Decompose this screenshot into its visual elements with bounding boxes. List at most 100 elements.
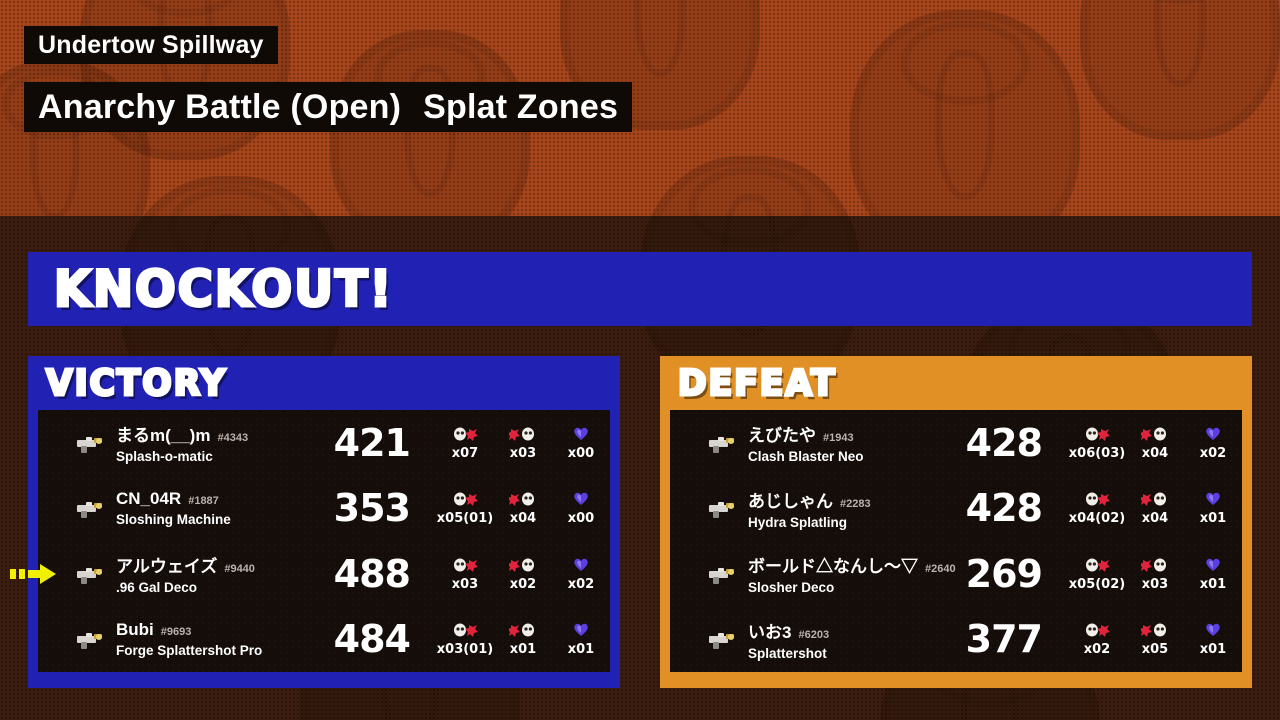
- player-tag: #2283: [840, 497, 871, 510]
- special-weapon-icon: [1204, 556, 1222, 574]
- stat-specials: x01: [552, 621, 610, 657]
- player-name: ボールド△なんし〜▽: [748, 557, 918, 577]
- player-stats: x02 x05 x01: [1068, 621, 1242, 657]
- death-skull-icon: [1141, 425, 1169, 443]
- player-score: 428: [965, 420, 1043, 465]
- splattershot-icon: [704, 625, 740, 653]
- deaths-value: x04: [1141, 445, 1169, 461]
- specials-value: x01: [1199, 642, 1227, 658]
- player-tag: #4343: [217, 432, 249, 445]
- player-tag: #1887: [188, 495, 219, 508]
- specials-value: x00: [567, 445, 595, 461]
- deaths-value: x01: [509, 642, 537, 658]
- player-list-victory: まるm(__)m #4343 Splash-o-matic 421 x07 x03 x00 C…: [10, 410, 610, 673]
- hydra-splatling-icon: [704, 494, 740, 522]
- player-row[interactable]: まるm(__)m #4343 Splash-o-matic 421 x07 x03 x00: [38, 410, 610, 476]
- special-weapon-icon: [572, 490, 590, 508]
- player-row[interactable]: Bubi #9693 Forge Splattershot Pro 484 x03(01…: [38, 607, 610, 673]
- stat-specials: x00: [552, 425, 610, 461]
- stat-specials: x00: [552, 490, 610, 526]
- player-score: 353: [333, 486, 411, 531]
- splash-o-matic-icon: [72, 429, 108, 457]
- stat-splats: x05(02): [1068, 556, 1126, 592]
- stat-deaths: x04: [1126, 490, 1184, 526]
- splat-skull-icon: [451, 425, 479, 443]
- stat-splats: x04(02): [1068, 490, 1126, 526]
- death-skull-icon: [509, 490, 537, 508]
- player-tag: #9693: [160, 626, 192, 639]
- specials-value: x02: [1199, 445, 1227, 461]
- team-panel-defeat: DEFEAT えびたや #1943 Clash Blaster Neo 428 x06(…: [660, 356, 1252, 688]
- stat-deaths: x01: [494, 621, 552, 657]
- stat-splats: x03: [436, 556, 494, 592]
- sloshing-machine-icon: [72, 494, 108, 522]
- map-name-label: Undertow Spillway: [24, 26, 278, 64]
- forge-splattershot-pro-icon: [72, 625, 108, 653]
- special-weapon-icon: [1204, 490, 1222, 508]
- player-weapon-name: .96 Gal Deco: [116, 580, 198, 596]
- team-panel-victory: VICTORY まるm(__)m #4343 Splash-o-matic 421 x0…: [10, 356, 620, 688]
- death-skull-icon: [509, 425, 537, 443]
- team-result-text: DEFEAT: [676, 361, 837, 405]
- splats-value: x03: [451, 576, 479, 592]
- splat-skull-icon: [451, 621, 479, 639]
- player-info: いお3 #6203 Splattershot: [748, 618, 964, 661]
- result-banner-text: KNOCKOUT!: [52, 259, 394, 320]
- deaths-value: x03: [1141, 576, 1169, 592]
- player-row[interactable]: あじしゃん #2283 Hydra Splatling 428 x04(02) x04 x0…: [670, 476, 1242, 542]
- player-weapon-name: Clash Blaster Neo: [748, 449, 864, 465]
- splats-value: x03(01): [436, 642, 494, 658]
- stat-deaths: x04: [1126, 425, 1184, 461]
- death-skull-icon: [1141, 490, 1169, 508]
- player-name: まるm(__)m: [116, 426, 211, 446]
- player-stats: x05(02) x03 x01: [1068, 556, 1242, 592]
- player-tag: #6203: [798, 628, 830, 641]
- player-row[interactable]: アルウェイズ #9440 .96 Gal Deco 488 x03 x02 x02: [10, 541, 610, 607]
- player-row[interactable]: えびたや #1943 Clash Blaster Neo 428 x06(03) x04 x…: [670, 410, 1242, 476]
- specials-value: x00: [567, 511, 595, 527]
- deaths-value: x04: [1141, 511, 1169, 527]
- rule-name-text: Splat Zones: [423, 87, 619, 126]
- result-banner: KNOCKOUT!: [28, 252, 1252, 326]
- splat-skull-icon: [1083, 621, 1111, 639]
- splats-value: x02: [1083, 642, 1111, 658]
- specials-value: x02: [567, 576, 595, 592]
- player-row[interactable]: CN_04R #1887 Sloshing Machine 353 x05(01) x04…: [38, 476, 610, 542]
- player-stats: x03 x02 x02: [436, 556, 610, 592]
- player-info: あじしゃん #2283 Hydra Splatling: [748, 487, 964, 530]
- stat-specials: x02: [1184, 425, 1242, 461]
- player-weapon-name: Sloshing Machine: [116, 512, 231, 528]
- player-list-defeat: えびたや #1943 Clash Blaster Neo 428 x06(03) x04 x…: [670, 410, 1242, 672]
- player-info: アルウェイズ #9440 .96 Gal Deco: [116, 552, 332, 595]
- death-skull-icon: [1141, 556, 1169, 574]
- splat-skull-icon: [1083, 556, 1111, 574]
- player-info: ボールド△なんし〜▽ #2640 Slosher Deco: [748, 552, 964, 595]
- player-stats: x04(02) x04 x01: [1068, 490, 1242, 526]
- player-info: Bubi #9693 Forge Splattershot Pro: [116, 620, 332, 658]
- deaths-value: x03: [509, 445, 537, 461]
- player-tag: #9440: [224, 563, 255, 576]
- player-score: 269: [965, 551, 1043, 596]
- team-header-defeat: DEFEAT: [660, 356, 1252, 410]
- player-info: CN_04R #1887 Sloshing Machine: [116, 489, 332, 527]
- stat-specials: x02: [552, 556, 610, 592]
- stat-deaths: x02: [494, 556, 552, 592]
- player-stats: x06(03) x04 x02: [1068, 425, 1242, 461]
- player-name: CN_04R: [116, 489, 182, 509]
- deaths-value: x05: [1141, 642, 1169, 658]
- player-stats: x03(01) x01 x01: [436, 621, 610, 657]
- player-name: アルウェイズ: [116, 557, 218, 577]
- player-row[interactable]: いお3 #6203 Splattershot 377 x02 x05 x01: [670, 607, 1242, 673]
- splats-value: x05(01): [436, 511, 494, 527]
- player-row[interactable]: ボールド△なんし〜▽ #2640 Slosher Deco 269 x05(02) x03…: [670, 541, 1242, 607]
- player-score: 484: [333, 617, 411, 662]
- stat-splats: x02: [1068, 621, 1126, 657]
- specials-value: x01: [1199, 576, 1227, 592]
- stat-splats: x05(01): [436, 490, 494, 526]
- player-weapon-name: Hydra Splatling: [748, 514, 848, 530]
- player-name: えびたや: [748, 426, 816, 446]
- splats-value: x05(02): [1068, 576, 1126, 592]
- death-skull-icon: [1141, 621, 1169, 639]
- splat-skull-icon: [1083, 490, 1111, 508]
